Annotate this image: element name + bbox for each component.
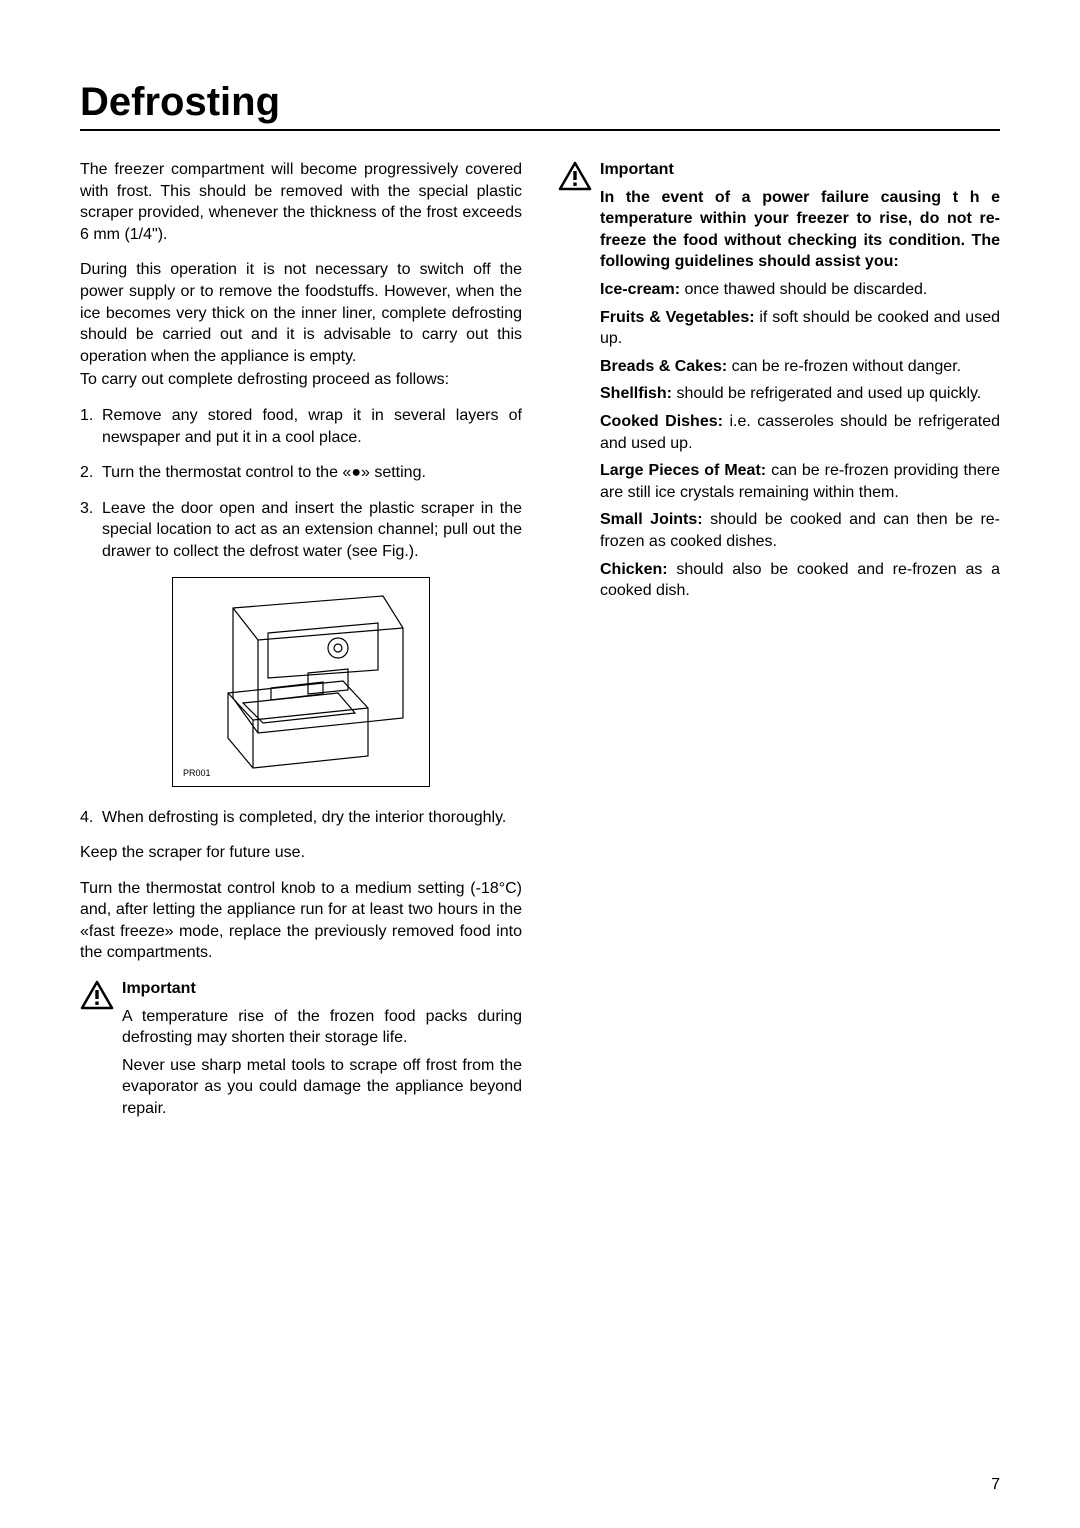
warning-icon: [80, 980, 114, 1010]
guideline-item: Breads & Cakes: can be re-frozen without…: [600, 356, 1000, 378]
guideline-item: Large Pieces of Meat: can be re-frozen p…: [600, 460, 1000, 503]
power-failure-intro: In the event of a power failure causing …: [600, 187, 1000, 273]
page-title: Defrosting: [80, 80, 1000, 125]
guideline-item: Ice-cream: once thawed should be discard…: [600, 279, 1000, 301]
important-text-1: A temperature rise of the frozen food pa…: [122, 1006, 522, 1049]
guideline-label: Chicken:: [600, 561, 668, 578]
step-1: Remove any stored food, wrap it in sever…: [80, 405, 522, 448]
keep-scraper-note: Keep the scraper for future use.: [80, 842, 522, 864]
guideline-label: Fruits & Vegetables:: [600, 309, 755, 326]
two-column-layout: The freezer compartment will become prog…: [80, 159, 1000, 1126]
guideline-label: Shellfish:: [600, 385, 672, 402]
intro-paragraph-1: The freezer compartment will become prog…: [80, 159, 522, 245]
figure-label: PR001: [183, 768, 211, 778]
step-4: When defrosting is completed, dry the in…: [80, 807, 522, 829]
important-label: Important: [600, 161, 674, 178]
warning-icon: [558, 161, 592, 191]
guideline-label: Breads & Cakes:: [600, 358, 727, 375]
left-column: The freezer compartment will become prog…: [80, 159, 522, 1126]
guideline-text: should be refrigerated and used up quick…: [672, 385, 981, 402]
important-label: Important: [122, 980, 196, 997]
guideline-label: Ice-cream:: [600, 281, 680, 298]
guideline-item: Shellfish: should be refrigerated and us…: [600, 383, 1000, 405]
intro-paragraph-2a: During this operation it is not necessar…: [80, 259, 522, 367]
left-important-block: Important A temperature rise of the froz…: [80, 978, 522, 1126]
thermostat-reset-note: Turn the thermostat control knob to a me…: [80, 878, 522, 964]
step-3: Leave the door open and insert the plast…: [80, 498, 522, 563]
figure-drawer-illustration: PR001: [172, 577, 430, 787]
right-important-content: Important In the event of a power failur…: [600, 159, 1000, 608]
guideline-item: Fruits & Vegetables: if soft should be c…: [600, 307, 1000, 350]
guideline-item: Small Joints: should be cooked and can t…: [600, 509, 1000, 552]
right-important-block: Important In the event of a power failur…: [558, 159, 1000, 608]
intro-paragraph-2b: To carry out complete defrosting proceed…: [80, 369, 522, 391]
guideline-item: Chicken: should also be cooked and re-fr…: [600, 559, 1000, 602]
steps-list: Remove any stored food, wrap it in sever…: [80, 405, 522, 563]
important-text-2: Never use sharp metal tools to scrape of…: [122, 1055, 522, 1120]
left-important-content: Important A temperature rise of the froz…: [122, 978, 522, 1126]
guideline-label: Small Joints:: [600, 511, 703, 528]
guidelines-list: Ice-cream: once thawed should be discard…: [600, 279, 1000, 602]
guideline-label: Large Pieces of Meat:: [600, 462, 766, 479]
guideline-text: once thawed should be discarded.: [680, 281, 927, 298]
guideline-label: Cooked Dishes:: [600, 413, 723, 430]
drawer-line-art: [173, 578, 431, 788]
page-number: 7: [991, 1476, 1000, 1494]
steps-list-continued: When defrosting is completed, dry the in…: [80, 807, 522, 829]
right-column: Important In the event of a power failur…: [558, 159, 1000, 1126]
title-rule: Defrosting: [80, 80, 1000, 131]
guideline-item: Cooked Dishes: i.e. casseroles should be…: [600, 411, 1000, 454]
step-2: Turn the thermostat control to the «●» s…: [80, 462, 522, 484]
guideline-text: can be re-frozen without danger.: [727, 358, 961, 375]
